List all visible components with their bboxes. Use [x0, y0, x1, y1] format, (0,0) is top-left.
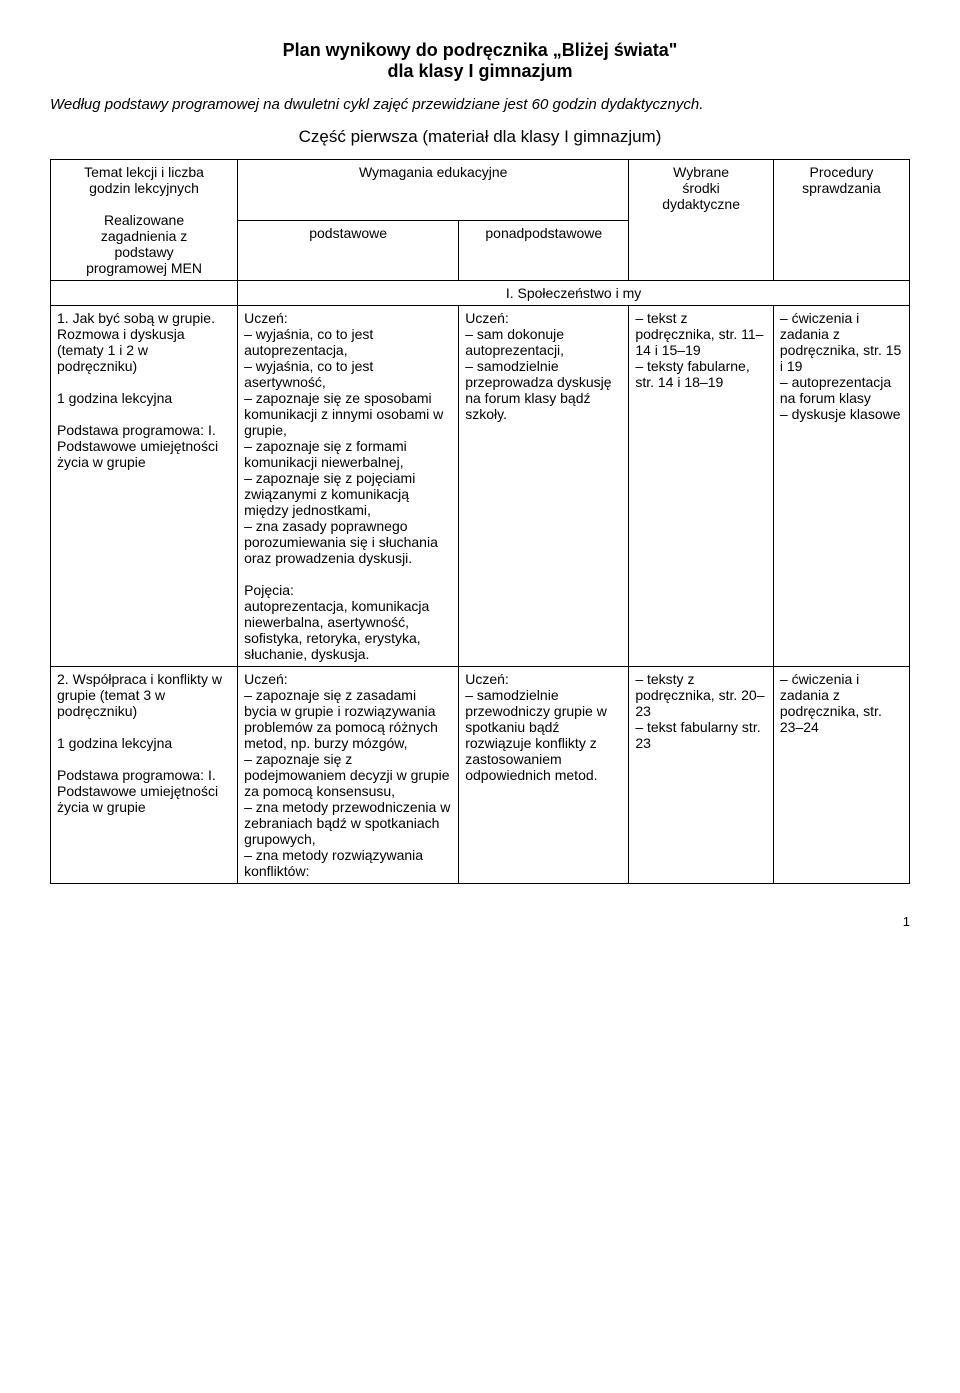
concepts-heading: Pojęcia: [244, 582, 294, 598]
topic-hours: 1 godzina lekcyjna [57, 735, 231, 751]
table-row: 1. Jak być sobą w grupie. Rozmowa i dysk… [51, 306, 910, 667]
header-proc-l1: Procedury [810, 164, 874, 180]
header-res-l2: środki [682, 180, 719, 196]
header-above: ponadpodstawowe [459, 220, 629, 281]
cell-above: Uczeń: – sam dokonuje autoprezentacji, –… [459, 306, 629, 667]
section-divider-spacer [51, 281, 238, 306]
cell-topic: 2. Współpraca i konflikty w grupie (tema… [51, 667, 238, 884]
header-topic-l4: zagadnienia z [101, 228, 187, 244]
header-proc-l2: sprawdzania [802, 180, 881, 196]
above-body: – sam dokonuje autoprezentacji, – samodz… [465, 326, 611, 422]
table-header-row: Temat lekcji i liczba godzin lekcyjnych … [51, 160, 910, 221]
above-lead: Uczeń: [465, 310, 509, 326]
header-topic-l6: programowej MEN [86, 260, 202, 276]
topic-title: 2. Współpraca i konflikty w grupie (tema… [57, 671, 231, 719]
section-divider-label: I. Społeczeństwo i my [238, 281, 910, 306]
title-line-2: dla klasy I gimnazjum [50, 61, 910, 82]
basic-lead: Uczeń: [244, 310, 288, 326]
topic-basis: Podstawa programowa: I. Podstawowe umiej… [57, 422, 231, 470]
header-topic-l1: Temat lekcji i liczba [84, 164, 204, 180]
basic-lead: Uczeń: [244, 671, 288, 687]
curriculum-table: Temat lekcji i liczba godzin lekcyjnych … [50, 159, 910, 884]
header-res-l1: Wybrane [673, 164, 729, 180]
cell-basic: Uczeń: – zapoznaje się z zasadami bycia … [238, 667, 459, 884]
intro-paragraph: Według podstawy programowej na dwuletni … [50, 96, 910, 113]
header-res-l3: dydaktyczne [662, 196, 740, 212]
header-requirements: Wymagania edukacyjne [238, 160, 629, 221]
topic-subtitle: (tematy 1 i 2 w podręczniku) [57, 342, 231, 374]
page-number: 1 [50, 914, 910, 929]
cell-above: Uczeń: – samodzielnie przewodniczy grupi… [459, 667, 629, 884]
header-resources: Wybrane środki dydaktyczne [629, 160, 774, 281]
topic-basis: Podstawa programowa: I. Podstawowe umiej… [57, 767, 231, 815]
concepts-body: autoprezentacja, komunikacja niewerbalna… [244, 598, 429, 662]
header-topic: Temat lekcji i liczba godzin lekcyjnych … [51, 160, 238, 281]
cell-topic: 1. Jak być sobą w grupie. Rozmowa i dysk… [51, 306, 238, 667]
header-topic-l2: godzin lekcyjnych [89, 180, 199, 196]
cell-procedures: – ćwiczenia i zadania z podręcznika, str… [773, 306, 909, 667]
basic-body: – zapoznaje się z zasadami bycia w grupi… [244, 687, 450, 879]
title-line-1: Plan wynikowy do podręcznika „Bliżej świ… [50, 40, 910, 61]
topic-title: 1. Jak być sobą w grupie. Rozmowa i dysk… [57, 310, 231, 342]
cell-procedures: – ćwiczenia i zadania z podręcznika, str… [773, 667, 909, 884]
section-divider-row: I. Społeczeństwo i my [51, 281, 910, 306]
header-basic: podstawowe [238, 220, 459, 281]
section-heading: Część pierwsza (materiał dla klasy I gim… [50, 127, 910, 147]
cell-resources: – tekst z podręcznika, str. 11–14 i 15–1… [629, 306, 774, 667]
above-lead: Uczeń: [465, 671, 509, 687]
above-body: – samodzielnie przewodniczy grupie w spo… [465, 687, 607, 783]
document-title: Plan wynikowy do podręcznika „Bliżej świ… [50, 40, 910, 82]
cell-basic: Uczeń: – wyjaśnia, co to jest autoprezen… [238, 306, 459, 667]
header-procedures: Procedury sprawdzania [773, 160, 909, 281]
table-row: 2. Współpraca i konflikty w grupie (tema… [51, 667, 910, 884]
basic-body: – wyjaśnia, co to jest autoprezentacja, … [244, 326, 443, 566]
topic-hours: 1 godzina lekcyjna [57, 390, 231, 406]
cell-resources: – teksty z podręcznika, str. 20–23 – tek… [629, 667, 774, 884]
header-topic-l5: podstawy [114, 244, 173, 260]
header-topic-l3: Realizowane [104, 212, 184, 228]
